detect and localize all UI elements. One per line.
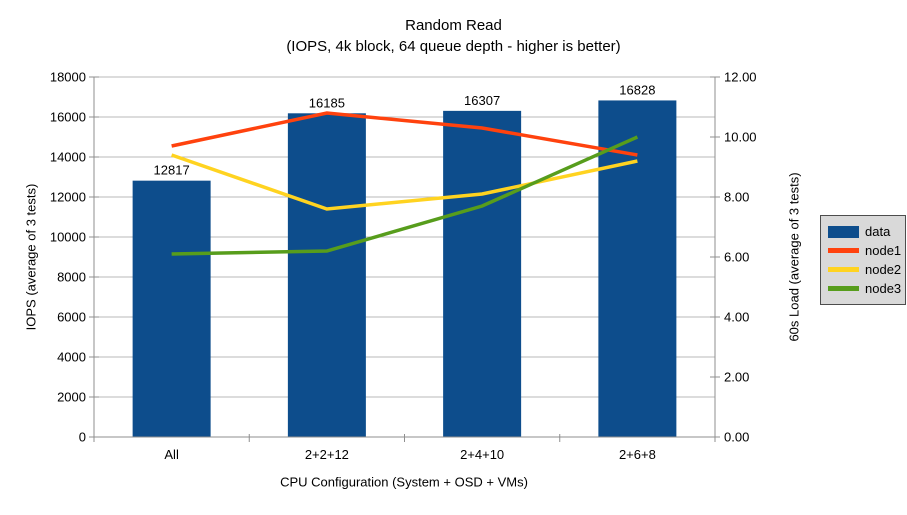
bar-2+2+12 <box>287 113 366 438</box>
legend-swatch-node1 <box>828 248 859 253</box>
legend-label-node2: node2 <box>865 262 902 277</box>
line-series-node3 <box>171 135 639 256</box>
right-axis-title: 60s Load (average of 3 tests) <box>786 172 802 342</box>
chart-subtitle: (IOPS, 4k block, 64 queue depth - higher… <box>286 38 621 55</box>
legend-swatch-node2 <box>828 267 859 272</box>
bar-2+6+8 <box>598 100 677 437</box>
line-series-node2 <box>171 153 638 211</box>
left-axis-title: IOPS (average of 3 tests) <box>23 183 39 331</box>
legend-label-data: data <box>865 224 891 239</box>
right-tick-label: 8.00 <box>724 190 749 205</box>
left-tick-label: 4000 <box>57 350 86 365</box>
axis-frame <box>93 77 716 438</box>
category-label-All: All <box>164 447 179 462</box>
chart-title: Random Read <box>405 17 502 34</box>
bar-All <box>132 180 211 437</box>
right-tick-label: 6.00 <box>724 250 749 265</box>
category-label-2+2+12: 2+2+12 <box>305 447 349 462</box>
category-label-2+6+8: 2+6+8 <box>619 447 656 462</box>
left-tick-label: 10000 <box>50 230 86 245</box>
legend-label-node3: node3 <box>865 281 902 296</box>
legend: data node1 node2 node3 <box>820 215 906 305</box>
left-tick-label: 16000 <box>50 110 86 125</box>
bar-label-All: 12817 <box>154 163 190 178</box>
legend-entry-node3: node3 <box>828 279 905 298</box>
right-tick-label: 2.00 <box>724 370 749 385</box>
left-tick-label: 8000 <box>57 270 86 285</box>
bar-series-data <box>132 100 677 438</box>
line-node1 <box>171 111 638 157</box>
left-tick-label: 18000 <box>50 70 86 85</box>
right-tick-label: 4.00 <box>724 310 749 325</box>
bar-2+4+10 <box>443 110 522 438</box>
legend-entry-node1: node1 <box>828 241 905 260</box>
left-tick-label: 14000 <box>50 150 86 165</box>
left-tick-label: 6000 <box>57 310 86 325</box>
category-label-2+4+10: 2+4+10 <box>460 447 504 462</box>
line-node2 <box>171 153 638 211</box>
legend-swatch-data <box>828 225 859 238</box>
left-tick-label: 0 <box>79 430 86 445</box>
bar-data-labels: 12817 16185 16307 16828 <box>154 82 656 177</box>
bar-label-2+2+12: 16185 <box>309 95 345 110</box>
right-tick-label: 10.00 <box>724 130 757 145</box>
bar-label-2+6+8: 16828 <box>619 82 655 97</box>
legend-entry-node2: node2 <box>828 260 905 279</box>
legend-entry-data: data <box>828 222 905 241</box>
bar-label-2+4+10: 16307 <box>464 93 500 108</box>
legend-label-node1: node1 <box>865 243 902 258</box>
line-series-node1 <box>171 111 638 157</box>
line-node3 <box>171 135 639 256</box>
x-axis-title: CPU Configuration (System + OSD + VMs) <box>280 474 528 490</box>
right-tick-label: 0.00 <box>724 430 749 445</box>
left-tick-label: 12000 <box>50 190 86 205</box>
tick-labels: 0 2000 4000 6000 8000 10000 12000 14000 16000 180… <box>50 70 757 463</box>
chart-title-block: Random Read (IOPS, 4k block, 64 queue de… <box>0 15 907 57</box>
right-tick-label: 12.00 <box>724 70 757 85</box>
legend-swatch-node3 <box>828 286 859 291</box>
left-tick-label: 2000 <box>57 390 86 405</box>
